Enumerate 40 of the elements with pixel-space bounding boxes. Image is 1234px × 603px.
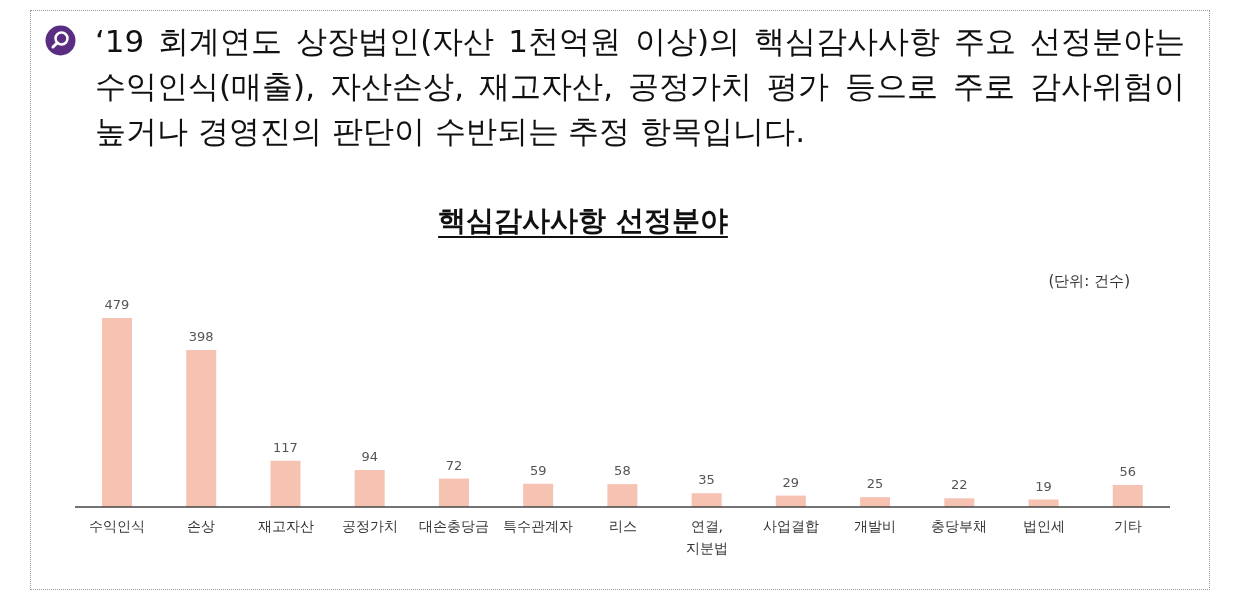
x-tick-label: 손상 <box>187 518 216 534</box>
bar <box>944 498 975 507</box>
data-label: 22 <box>951 477 968 493</box>
x-tick-label: 개발비 <box>854 518 897 534</box>
data-label: 29 <box>782 474 800 490</box>
x-tick-label: 대손충당금 <box>419 518 490 534</box>
data-label: 58 <box>614 463 631 479</box>
data-label: 94 <box>361 448 378 464</box>
bar <box>438 478 469 507</box>
bar <box>270 460 301 507</box>
x-tick-label: 법인세 <box>1022 518 1065 534</box>
x-tick-label: 충당부채 <box>931 518 988 534</box>
data-label: 35 <box>698 472 715 488</box>
bar <box>523 483 554 507</box>
data-label: 398 <box>188 328 214 344</box>
data-label: 479 <box>104 297 130 312</box>
bar <box>860 497 891 507</box>
bar <box>354 469 385 507</box>
bar <box>607 484 638 507</box>
text: ‘19 회계연도 상장법인(자산 1천억원 이상)의 핵심감사사항 주요 선정분야는 수익인식(매출), 자산손상, 재고자산, 공정가치 평가 등으로 주로 감사위험이 높거나 경영진의 판단이 수반되는 추정 항목입니다. <box>95 22 1185 151</box>
bar <box>1112 484 1143 507</box>
x-tick-label: 기타 <box>1113 518 1142 534</box>
text: (단위: 건수) <box>1047 272 1130 291</box>
data-label: 117 <box>273 439 298 455</box>
bar <box>691 493 722 507</box>
bar <box>186 349 217 507</box>
x-tick-label: 사업결합 <box>762 518 819 534</box>
x-tick-label: 리스 <box>608 518 637 534</box>
bar <box>102 318 132 507</box>
x-tick-label: 공정가치 <box>341 518 398 534</box>
data-label: 56 <box>1119 463 1137 479</box>
chart-title: 핵심감사사항 선정분야 <box>438 204 728 237</box>
data-label: 72 <box>445 457 463 473</box>
data-label: 25 <box>866 476 884 492</box>
data-label: 59 <box>529 462 547 478</box>
x-tick-label: 특수관계자 <box>503 518 574 534</box>
x-tick-label: 재고자산 <box>257 518 314 534</box>
x-tick-label: 연결, 지분법 <box>685 518 728 556</box>
data-label: 19 <box>1035 478 1052 494</box>
x-tick-label: 수익인식 <box>89 518 146 534</box>
